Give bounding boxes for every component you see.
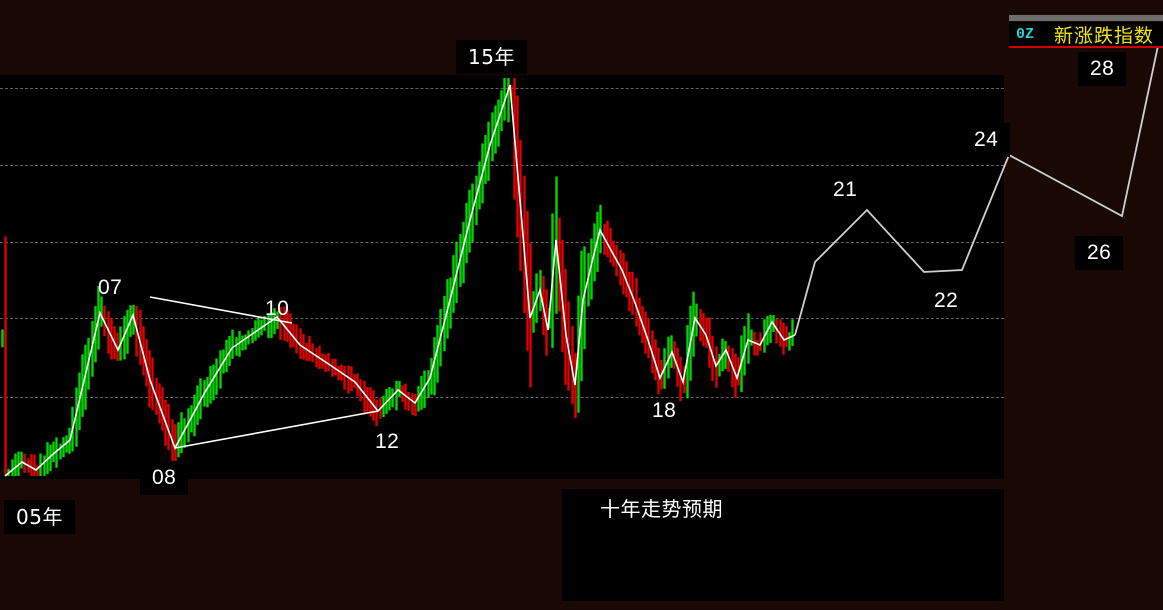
- label-12: 12: [375, 430, 400, 453]
- label-22: 22: [934, 289, 959, 312]
- label-07: 07: [98, 276, 123, 299]
- ticker-code: 0Z: [1016, 25, 1035, 43]
- chart-plot-area[interactable]: [0, 75, 1004, 479]
- gridline-1: [0, 88, 1004, 89]
- label-21: 21: [833, 178, 858, 201]
- label-26: 26: [1075, 236, 1124, 270]
- gridline-4: [0, 318, 1004, 319]
- label-10: 10: [265, 297, 290, 320]
- gridline-3: [0, 242, 1004, 243]
- label-forecast-title: 十年走势预期: [600, 497, 723, 521]
- label-24: 24: [962, 123, 1011, 157]
- lower-indicator-panel[interactable]: [562, 489, 1004, 601]
- gridline-2: [0, 165, 1004, 166]
- label-start-year: 05年: [4, 500, 75, 534]
- gridline-5: [0, 397, 1004, 398]
- label-08: 08: [140, 461, 189, 495]
- label-28: 28: [1078, 52, 1127, 86]
- ticker-header[interactable]: 0Z 新涨跌指数: [1009, 22, 1163, 48]
- label-peak-year: 15年: [456, 40, 527, 74]
- ticker-name: 新涨跌指数: [1054, 24, 1155, 47]
- label-18: 18: [652, 399, 677, 422]
- header-strip: [1009, 15, 1163, 21]
